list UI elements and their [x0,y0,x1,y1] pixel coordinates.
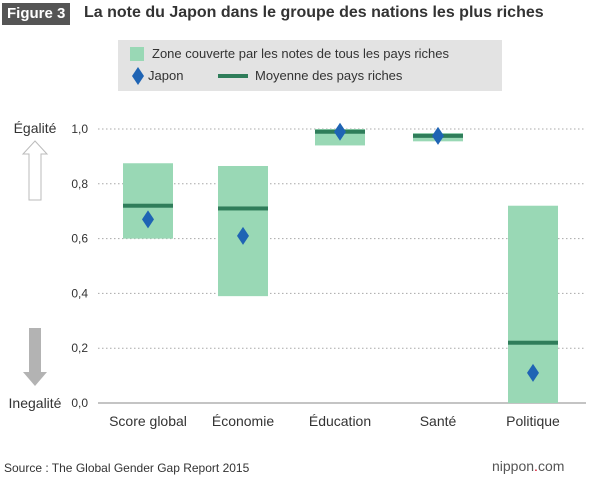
source-note: Source : The Global Gender Gap Report 20… [4,461,250,475]
legend-average-label: Moyenne des pays riches [255,68,403,83]
x-tick-label: Score global [109,413,187,429]
y-tick-label: 0,6 [71,232,88,246]
legend-range-label: Zone couverte par les notes de tous les … [152,46,449,61]
japan-diamond-marker [334,122,346,141]
x-tick-label: Économie [212,413,274,429]
figure-label: Figure 3 [2,3,71,25]
axis-label-bottom: Inegalité [9,395,62,411]
y-tick-label: 1,0 [71,122,88,136]
legend-average-line [218,74,248,78]
average-marker [123,203,173,208]
x-tick-label: Santé [420,413,457,429]
japan-diamond-marker [527,363,539,382]
average-marker [218,206,268,211]
x-tick-label: Politique [506,413,560,429]
equality-up-arrow-icon [21,140,49,201]
legend-japan-label: Japon [148,68,184,83]
legend-japan-diamond-icon [132,67,144,85]
y-tick-label: 0,4 [71,286,88,300]
average-marker [508,340,558,345]
brand-suffix: com [537,458,565,474]
japan-diamond-marker [237,226,249,245]
x-tick-label: Éducation [309,413,371,429]
axis-label-top: Égalité [14,120,57,136]
y-tick-label: 0,2 [71,341,88,355]
legend-range-swatch [130,47,144,61]
figure-title: La note du Japon dans le groupe des nati… [84,4,544,21]
japan-diamond-marker [432,126,444,145]
inequality-down-arrow-icon [23,328,47,386]
y-tick-label: 0,0 [71,396,88,410]
brand-prefix: nippon [492,458,535,474]
legend: Zone couverte par les notes de tous les … [118,40,502,91]
brand-dot: . [534,458,538,474]
y-tick-label: 0,8 [71,177,88,191]
japan-diamond-marker [142,210,154,229]
brand-logo: nippon.com [492,458,564,474]
